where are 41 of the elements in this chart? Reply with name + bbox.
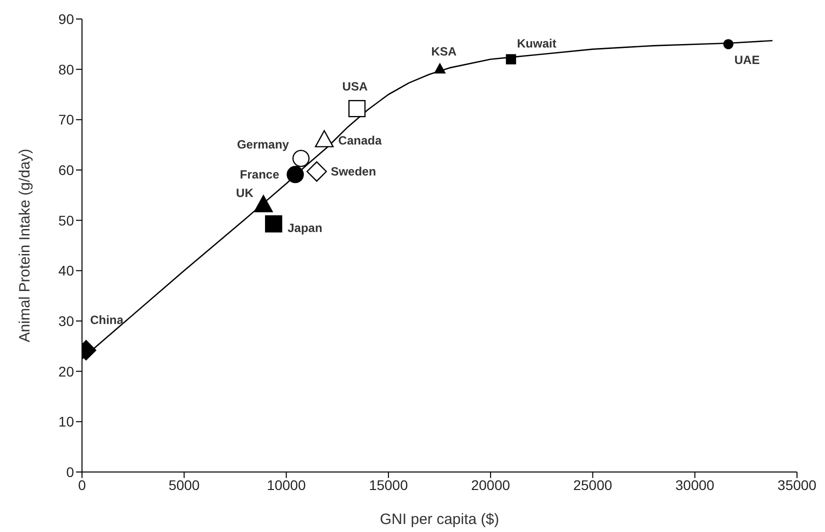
x-tick-label: 0 <box>78 476 86 493</box>
series-label: USA <box>342 80 368 94</box>
y-tick-label: 40 <box>58 262 74 279</box>
point <box>348 100 366 118</box>
series-label: Kuwait <box>517 36 556 50</box>
y-tick-label: 80 <box>58 61 74 78</box>
series-label: UK <box>236 186 254 200</box>
y-tick-label: 20 <box>58 363 74 380</box>
y-tick-label: 10 <box>58 414 74 430</box>
x-tick-label: 30000 <box>675 476 715 493</box>
x-tick-label: 35000 <box>778 476 817 493</box>
series-label: Canada <box>338 133 382 148</box>
x-tick-label: 20000 <box>471 476 510 493</box>
y-axis-title: Animal Protein Intake (g/day) <box>16 148 34 342</box>
y-tick-label: 60 <box>58 162 74 178</box>
x-axis-title: GNI per capita ($) <box>380 511 500 528</box>
y-tick-label: 50 <box>58 212 74 228</box>
x-tick-label: 25000 <box>573 476 612 493</box>
series-label: Japan <box>288 220 322 235</box>
y-tick-label: 90 <box>58 10 74 27</box>
series-label: France <box>240 168 280 182</box>
series-label: Germany <box>236 137 290 152</box>
point <box>254 195 273 212</box>
point <box>314 130 334 148</box>
point <box>265 215 282 232</box>
point <box>306 161 327 182</box>
y-tick-label: 0 <box>66 464 74 480</box>
y-tick-label: 30 <box>58 312 74 329</box>
series-label: Sweden <box>330 164 376 179</box>
x-tick-label: 15000 <box>368 476 408 493</box>
point <box>292 150 310 168</box>
series-label: China <box>90 313 124 328</box>
point <box>434 63 446 74</box>
point <box>723 39 734 50</box>
x-tick-label: 10000 <box>266 476 306 493</box>
x-tick-label: 5000 <box>168 476 200 493</box>
series-label: UAE <box>734 53 760 68</box>
point <box>286 166 304 184</box>
point <box>506 54 516 64</box>
y-tick-label: 70 <box>58 112 74 128</box>
series-label: KSA <box>431 44 457 58</box>
